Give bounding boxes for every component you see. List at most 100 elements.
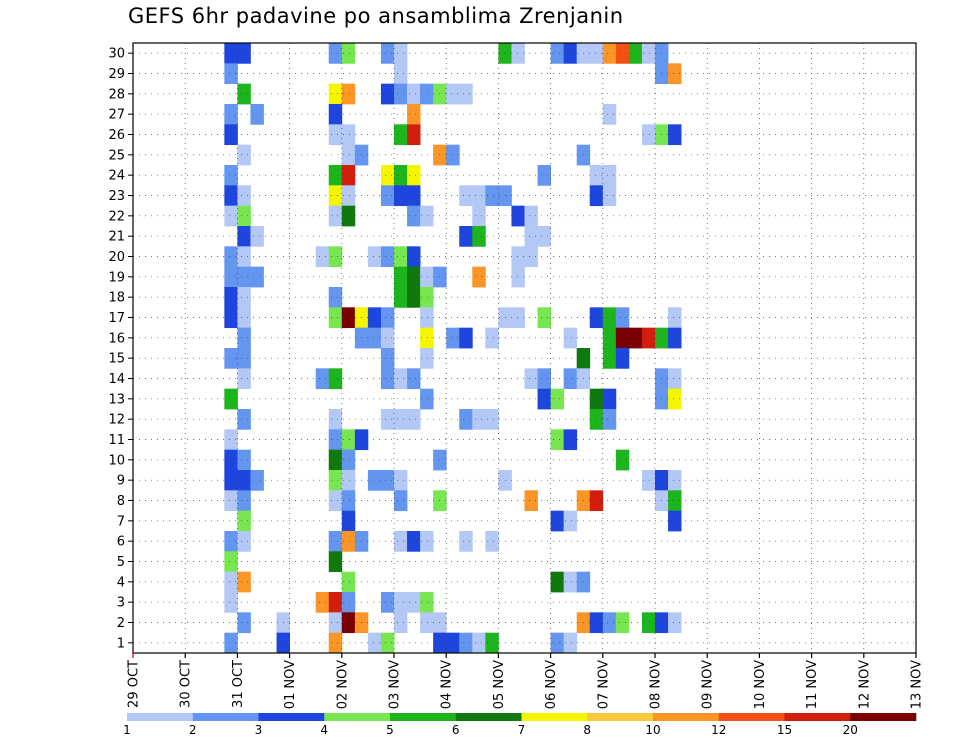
heatmap-cell xyxy=(472,226,486,247)
heatmap-cell xyxy=(237,226,251,247)
heatmap-cell xyxy=(341,83,356,105)
x-tick-label: 31 OCT xyxy=(231,660,246,708)
heatmap-cell xyxy=(407,409,421,430)
y-tick-label: 18 xyxy=(108,291,125,306)
heatmap-cell xyxy=(224,571,238,593)
heatmap-cell xyxy=(511,246,525,268)
y-tick-label: 25 xyxy=(108,148,125,163)
heatmap-cell xyxy=(602,165,617,186)
heatmap-cell xyxy=(524,246,538,268)
legend-swatch xyxy=(258,713,325,721)
heatmap-cell xyxy=(550,632,565,654)
legend-label: 6 xyxy=(452,723,460,737)
heatmap-cell xyxy=(602,388,617,410)
heatmap-cell xyxy=(250,470,264,491)
heatmap-cell xyxy=(394,165,408,186)
heatmap-cell xyxy=(550,571,565,593)
heatmap-cell xyxy=(394,368,408,390)
heatmap-cell xyxy=(367,307,382,329)
heatmap-cell xyxy=(641,124,656,146)
heatmap-cell xyxy=(224,124,238,146)
heatmap-cell xyxy=(341,165,356,186)
heatmap-cell xyxy=(459,185,473,207)
heatmap-cell xyxy=(224,592,238,613)
heatmap-cell xyxy=(420,612,434,634)
heatmap-cell xyxy=(237,490,251,512)
y-tick-label: 29 xyxy=(108,67,125,82)
heatmap-cell xyxy=(328,470,343,491)
y-tick-label: 17 xyxy=(108,311,125,326)
heatmap-cell xyxy=(341,612,356,634)
heatmap-cell xyxy=(394,124,408,146)
heatmap-cell xyxy=(563,632,578,654)
heatmap-cell xyxy=(394,185,408,207)
heatmap-cell xyxy=(459,327,473,349)
heatmap-cell xyxy=(341,449,356,471)
legend-label: 20 xyxy=(843,723,858,737)
heatmap-cell xyxy=(328,165,343,186)
heatmap-cell xyxy=(315,368,330,390)
heatmap-cell xyxy=(367,632,382,654)
legend-label: 2 xyxy=(189,723,197,737)
heatmap-cell xyxy=(472,409,486,430)
heatmap-cell xyxy=(668,368,682,390)
x-tick-label: 01 NOV xyxy=(283,660,298,709)
heatmap-cell xyxy=(641,612,656,634)
heatmap-cell xyxy=(420,348,434,369)
heatmap-cell xyxy=(394,83,408,105)
heatmap-cell xyxy=(459,83,473,105)
heatmap-cell xyxy=(328,287,343,308)
heatmap-cell xyxy=(328,551,343,573)
x-tick-label: 08 NOV xyxy=(649,660,664,709)
heatmap-cell xyxy=(668,612,682,634)
heatmap-cell xyxy=(224,63,238,85)
heatmap-cell xyxy=(224,490,238,512)
heatmap-cell xyxy=(615,449,630,471)
heatmap-cell xyxy=(224,388,238,410)
heatmap-cell xyxy=(472,632,486,654)
heatmap-cell xyxy=(602,327,617,349)
heatmap-cell xyxy=(446,327,460,349)
heatmap-cell xyxy=(341,429,356,451)
heatmap-cell xyxy=(341,470,356,491)
heatmap-cell xyxy=(524,226,538,247)
heatmap-cell xyxy=(224,205,238,227)
heatmap-cell xyxy=(589,388,604,410)
heatmap-cell xyxy=(668,63,682,85)
heatmap-cell xyxy=(537,368,551,390)
heatmap-cell xyxy=(407,205,421,227)
heatmap-cell xyxy=(420,592,434,613)
x-tick-label: 09 NOV xyxy=(701,660,716,709)
heatmap-cell xyxy=(407,165,421,186)
legend-label: 4 xyxy=(320,723,328,737)
y-tick-label: 1 xyxy=(117,636,125,651)
heatmap-cell xyxy=(472,266,486,288)
heatmap-cell xyxy=(341,490,356,512)
x-tick-label: 29 OCT xyxy=(127,660,142,708)
heatmap-cell xyxy=(407,104,421,125)
heatmap-cell xyxy=(511,205,525,227)
legend-swatch xyxy=(850,713,917,721)
heatmap-cell xyxy=(485,531,499,552)
heatmap-cell xyxy=(328,307,343,329)
heatmap-cell xyxy=(420,266,434,288)
heatmap-cell xyxy=(394,246,408,268)
heatmap-cell xyxy=(563,327,578,349)
heatmap-cell xyxy=(589,307,604,329)
heatmap-cell xyxy=(224,531,238,552)
heatmap-cell xyxy=(237,205,251,227)
heatmap-cell xyxy=(550,510,565,532)
y-tick-label: 27 xyxy=(108,108,125,123)
y-tick-label: 10 xyxy=(108,453,125,468)
heatmap-cell xyxy=(224,104,238,125)
y-tick-label: 11 xyxy=(108,433,125,448)
heatmap-cell xyxy=(446,83,460,105)
heatmap-cell xyxy=(459,531,473,552)
x-tick-label: 03 NOV xyxy=(388,660,403,709)
heatmap-cell xyxy=(459,409,473,430)
heatmap-cell xyxy=(394,287,408,308)
heatmap-cell xyxy=(602,185,617,207)
heatmap-cell xyxy=(237,470,251,491)
heatmap-cell xyxy=(380,409,395,430)
y-tick-label: 13 xyxy=(108,392,125,407)
